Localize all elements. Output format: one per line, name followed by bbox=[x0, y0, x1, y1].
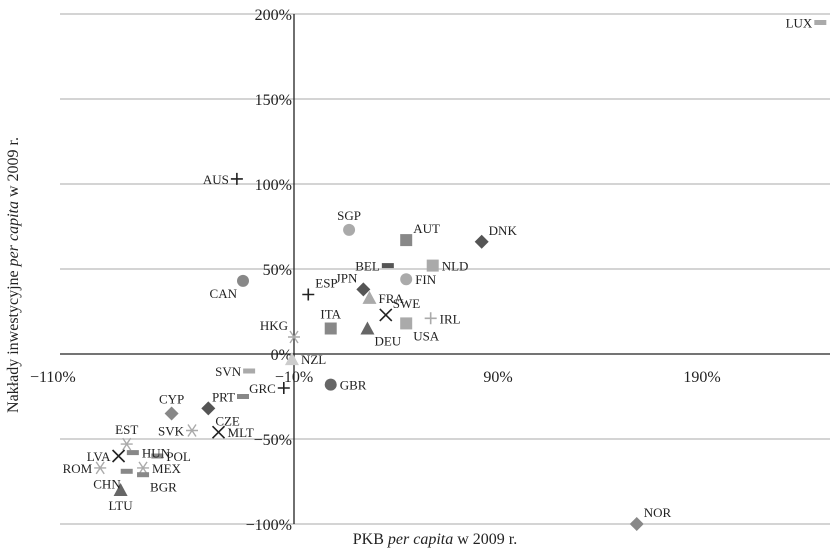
tick-labels: −100% −50% 0% 50% 100% 150% 200% −110% −10% 90% 19… bbox=[30, 7, 721, 534]
point-marker-ita bbox=[324, 322, 337, 335]
gridlines bbox=[60, 13, 830, 525]
point-marker-dnk bbox=[474, 234, 489, 249]
point-label-cyp: CYP bbox=[159, 392, 184, 407]
point-marker-swe bbox=[379, 308, 393, 322]
point-marker-grc bbox=[277, 382, 290, 394]
axes bbox=[60, 14, 830, 524]
point-label-cze: CZE bbox=[215, 413, 240, 428]
point-label-sgp: SGP bbox=[337, 208, 361, 223]
point-label-svn: SVN bbox=[215, 364, 242, 379]
y-tick-label: 100% bbox=[255, 177, 292, 194]
point-marker-pol bbox=[151, 453, 164, 459]
point-marker-rom bbox=[94, 461, 107, 475]
point-marker-lva bbox=[111, 449, 126, 463]
point-label-swe: SWE bbox=[393, 296, 421, 311]
point-label-fin: FIN bbox=[415, 272, 437, 287]
point-label-bgr: BGR bbox=[150, 480, 177, 495]
point-label-aut: AUT bbox=[413, 221, 440, 236]
point-label-jpn: JPN bbox=[336, 270, 358, 285]
point-label-rom: ROM bbox=[63, 461, 93, 476]
point-marker-fra bbox=[362, 290, 377, 304]
x-tick-label: 90% bbox=[483, 369, 512, 386]
point-label-mex: MEX bbox=[152, 461, 182, 476]
point-marker-can bbox=[237, 274, 249, 287]
y-tick-label: 50% bbox=[263, 262, 292, 279]
point-marker-irl bbox=[424, 312, 437, 325]
point-label-chn: CHN bbox=[93, 476, 121, 491]
point-marker-hun bbox=[126, 450, 139, 456]
point-marker-est bbox=[120, 437, 133, 451]
point-label-gbr: GBR bbox=[340, 378, 367, 393]
point-label-lva: LVA bbox=[87, 449, 111, 464]
point-marker-nor bbox=[629, 517, 644, 531]
point-label-est: EST bbox=[115, 422, 138, 437]
point-marker-svk bbox=[186, 424, 198, 437]
y-tick-label: 200% bbox=[255, 7, 292, 24]
point-marker-lux bbox=[814, 20, 827, 25]
point-marker-aus bbox=[230, 172, 243, 185]
point-label-grc: GRC bbox=[249, 381, 276, 396]
point-marker-cyp bbox=[164, 406, 179, 421]
y-tick-label: −50% bbox=[254, 432, 292, 449]
y-tick-label: 150% bbox=[255, 92, 292, 109]
point-marker-cze bbox=[201, 401, 216, 416]
point-label-fra: FRA bbox=[378, 291, 404, 306]
point-marker-mlt bbox=[211, 425, 226, 439]
point-marker-bel bbox=[381, 263, 394, 269]
point-label-svk: SVK bbox=[158, 424, 185, 439]
point-marker-deu bbox=[360, 321, 375, 335]
point-label-mlt: MLT bbox=[228, 425, 254, 440]
point-label-usa: USA bbox=[413, 328, 440, 343]
point-label-dnk: DNK bbox=[489, 223, 518, 238]
point-marker-bgr bbox=[137, 472, 150, 478]
point-label-prt: PRT bbox=[212, 390, 235, 405]
point-label-ltu: LTU bbox=[109, 498, 134, 513]
point-label-hkg: HKG bbox=[260, 318, 288, 333]
point-label-ita: ITA bbox=[320, 307, 341, 322]
x-tick-label: −110% bbox=[30, 369, 76, 386]
point-marker-aut bbox=[400, 234, 413, 247]
y-axis-label: Nakłady inwestycyjne per capita w 2009 r… bbox=[5, 137, 22, 413]
point-label-nld: NLD bbox=[442, 259, 469, 274]
point-marker-mex bbox=[137, 461, 150, 475]
point-marker-jpn bbox=[356, 282, 371, 297]
point-label-hun: HUN bbox=[142, 446, 171, 461]
point-marker-prt bbox=[237, 394, 249, 399]
data-points bbox=[94, 20, 827, 531]
y-tick-label: 0% bbox=[271, 347, 292, 364]
x-axis-label: PKB per capita w 2009 r. bbox=[353, 531, 517, 548]
point-label-aus: AUS bbox=[203, 172, 229, 187]
point-label-bel: BEL bbox=[355, 259, 380, 274]
point-marker-usa bbox=[400, 317, 413, 330]
point-label-irl: IRL bbox=[440, 311, 461, 326]
point-label-esp: ESP bbox=[315, 276, 337, 291]
point-label-deu: DEU bbox=[374, 334, 401, 349]
point-marker-nzl bbox=[284, 352, 299, 366]
point-label-pol: POL bbox=[166, 449, 191, 464]
point-marker-esp bbox=[302, 288, 315, 301]
point-label-nzl: NZL bbox=[301, 352, 326, 367]
point-marker-ltu bbox=[113, 483, 128, 496]
x-tick-label: 190% bbox=[683, 369, 720, 386]
point-marker-gbr bbox=[324, 378, 337, 391]
point-marker-sgp bbox=[343, 223, 356, 236]
point-label-lux: LUX bbox=[786, 16, 813, 31]
point-marker-nld bbox=[426, 259, 439, 272]
y-tick-label: −100% bbox=[246, 517, 292, 534]
point-marker-hkg bbox=[288, 330, 300, 344]
x-tick-label: −10% bbox=[275, 369, 313, 386]
point-label-nor: NOR bbox=[644, 505, 672, 520]
point-marker-svn bbox=[243, 368, 256, 374]
point-marker-chn bbox=[120, 468, 133, 474]
point-marker-fin bbox=[400, 273, 413, 286]
point-label-can: CAN bbox=[210, 286, 238, 301]
